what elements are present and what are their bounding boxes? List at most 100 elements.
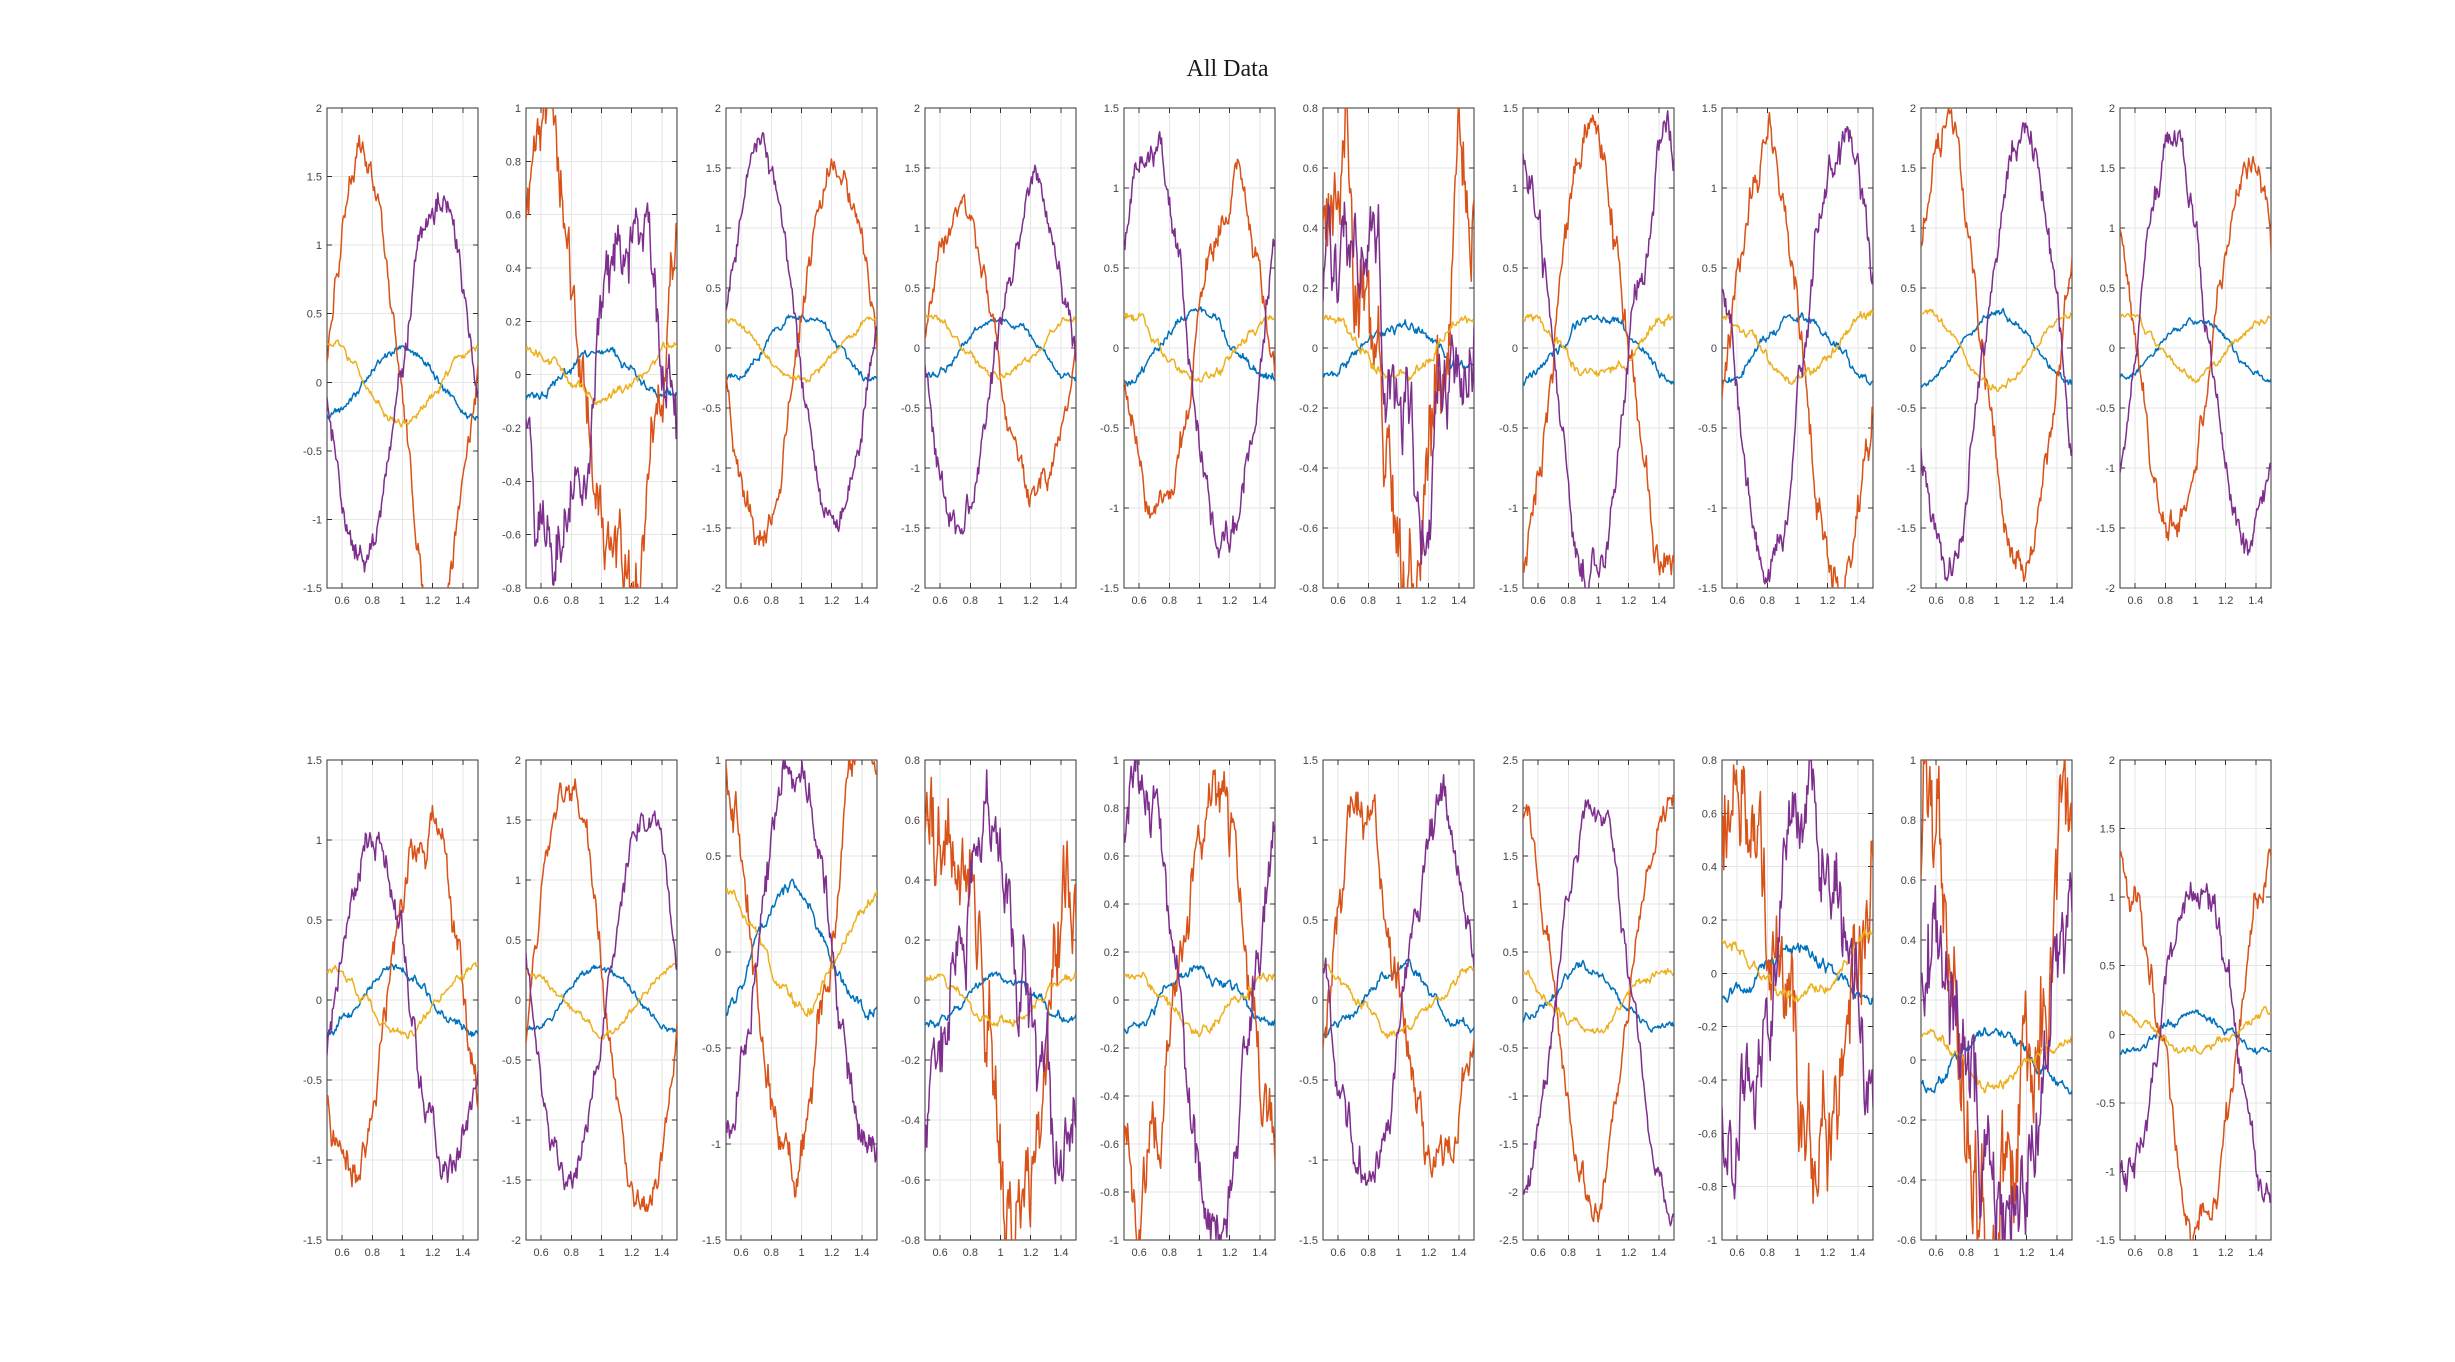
x-tick-label: 1 [599,1247,605,1259]
x-tick-label: 1 [997,1247,1003,1259]
series-line-yellow [526,341,678,406]
x-tick-label: 0.6 [2128,595,2143,607]
tick-labels: -0.8 -0.6 -0.4 -0.2 0 0.2 0.4 0.6 0.8 1 0.6 0.8 1 1.2… [502,103,670,607]
gridlines [526,759,678,1241]
tick-labels: -2 -1.5 -1 -0.5 0 0.5 1 1.5 2 0.6 0.8 1 1.2 1.4 [901,103,1069,607]
y-tick-label: 0.6 [1303,163,1318,175]
y-tick-label: 0.6 [1701,808,1716,820]
x-tick-label: 1.4 [1651,595,1666,607]
x-tick-label: 1 [2193,595,2199,607]
x-tick-label: 1.4 [1452,595,1467,607]
y-tick-label: 0 [1910,343,1916,355]
y-tick-label: -2 [711,583,721,595]
y-tick-label: -0.6 [502,530,521,542]
y-tick-label: -0.5 [1499,423,1518,435]
y-tick-label: -1.5 [303,1235,322,1247]
series-line-purple [1522,799,1674,1227]
tick-labels: -1 -0.8 -0.6 -0.4 -0.2 0 0.2 0.4 0.6 0.8 1 0.6 0.8 1 1… [1100,755,1268,1259]
series-line-purple [1921,122,2072,582]
y-tick-label: -2 [2105,583,2115,595]
x-tick-label: 1.4 [2249,1247,2264,1259]
series-line-purple [526,202,678,586]
y-tick-label: -2 [511,1235,521,1247]
y-tick-label: 1 [914,223,920,235]
y-tick-label: -1.5 [702,523,721,535]
x-tick-label: 1.4 [2249,595,2264,607]
series-line-yellow [1921,308,2072,393]
y-tick-label: -0.5 [303,1075,322,1087]
y-tick-label: -1 [511,1115,521,1127]
gridlines [1921,107,2072,589]
x-tick-label: 1.4 [455,1247,470,1259]
y-tick-label: -1 [1308,1155,1318,1167]
y-tick-label: -0.4 [1698,1075,1717,1087]
y-tick-label: -0.5 [1299,1075,1318,1087]
y-tick-label: 1 [316,835,322,847]
y-tick-label: 0.4 [506,263,521,275]
tick-labels: -2 -1.5 -1 -0.5 0 0.5 1 1.5 2 0.6 0.8 1 1.2 1.4 [1897,103,2065,607]
y-tick-label: -2.5 [1499,1235,1518,1247]
y-tick-label: -1 [312,1155,322,1167]
series-line-orange [2120,848,2272,1240]
y-tick-label: 0.5 [1303,915,1318,927]
y-tick-label: 0.5 [2100,283,2115,295]
x-tick-label: 1.4 [2049,595,2064,607]
x-tick-label: 0.8 [2158,595,2173,607]
y-tick-label: 0.4 [1901,935,1916,947]
y-tick-label: 0.8 [506,156,521,168]
x-tick-label: 1.4 [655,595,670,607]
y-tick-label: 1 [2109,892,2115,904]
y-tick-label: 0.5 [307,915,322,927]
series-line-orange [2120,155,2272,542]
x-tick-label: 1 [399,595,405,607]
x-tick-label: 0.8 [1959,595,1974,607]
y-tick-label: -0.4 [1897,1175,1916,1187]
series-line-purple [1323,773,1475,1186]
y-tick-label: 0.5 [1104,263,1119,275]
y-tick-label: -0.8 [502,583,521,595]
subplot-1-5: -1.5 -1 -0.5 0 0.5 1 1.5 0.6 0.8 1 1.2 1.4 [1100,103,1276,607]
y-tick-label: 1 [1711,183,1717,195]
x-tick-label: 0.6 [334,595,349,607]
y-tick-label: -0.4 [901,1115,920,1127]
series-line-orange [1124,158,1275,519]
x-tick-label: 0.6 [733,1247,748,1259]
series-line-yellow [1522,313,1674,377]
series-line-purple [327,192,478,573]
series-line-purple [725,132,877,533]
series-line-yellow [725,887,877,1018]
y-tick-label: -1 [1109,1235,1119,1247]
x-tick-label: 0.8 [1560,1247,1575,1259]
series-line-yellow [327,339,478,428]
subplot-1-7: -1.5 -1 -0.5 0 0.5 1 1.5 0.6 0.8 1 1.2 1.4 [1499,103,1674,607]
y-tick-label: 0 [1113,995,1119,1007]
x-tick-label: 1 [599,595,605,607]
series-line-purple [327,831,478,1184]
y-tick-label: -0.8 [1698,1182,1717,1194]
series-line-purple [2120,881,2272,1204]
series-line-blue [1124,306,1275,387]
x-tick-label: 1.2 [1820,1247,1835,1259]
x-tick-label: 0.6 [1331,595,1346,607]
subplot-1-2: -0.8 -0.6 -0.4 -0.2 0 0.2 0.4 0.6 0.8 1 0.6 0.8 1 1.2… [502,103,678,607]
x-tick-label: 1.2 [1621,595,1636,607]
series-line-blue [1522,314,1674,386]
series-line-yellow [1124,312,1275,384]
series-line-orange [1721,111,1873,588]
x-tick-label: 0.8 [1759,595,1774,607]
y-tick-label: 0 [515,370,521,382]
y-tick-label: -0.5 [2096,1098,2115,1110]
x-tick-label: 1.2 [425,1247,440,1259]
x-tick-label: 1.2 [1023,1247,1038,1259]
series-line-purple [1522,110,1674,588]
y-tick-label: 2.5 [1502,755,1517,767]
series-line-orange [526,778,678,1213]
y-tick-label: 1.5 [506,815,521,827]
y-tick-label: -1 [1707,503,1717,515]
x-tick-label: 1 [798,1247,804,1259]
y-tick-label: 0.4 [904,875,919,887]
axes-box [1721,107,1874,589]
x-tick-label: 1 [1396,595,1402,607]
y-tick-label: -1 [312,514,322,526]
x-tick-label: 1.4 [854,595,869,607]
